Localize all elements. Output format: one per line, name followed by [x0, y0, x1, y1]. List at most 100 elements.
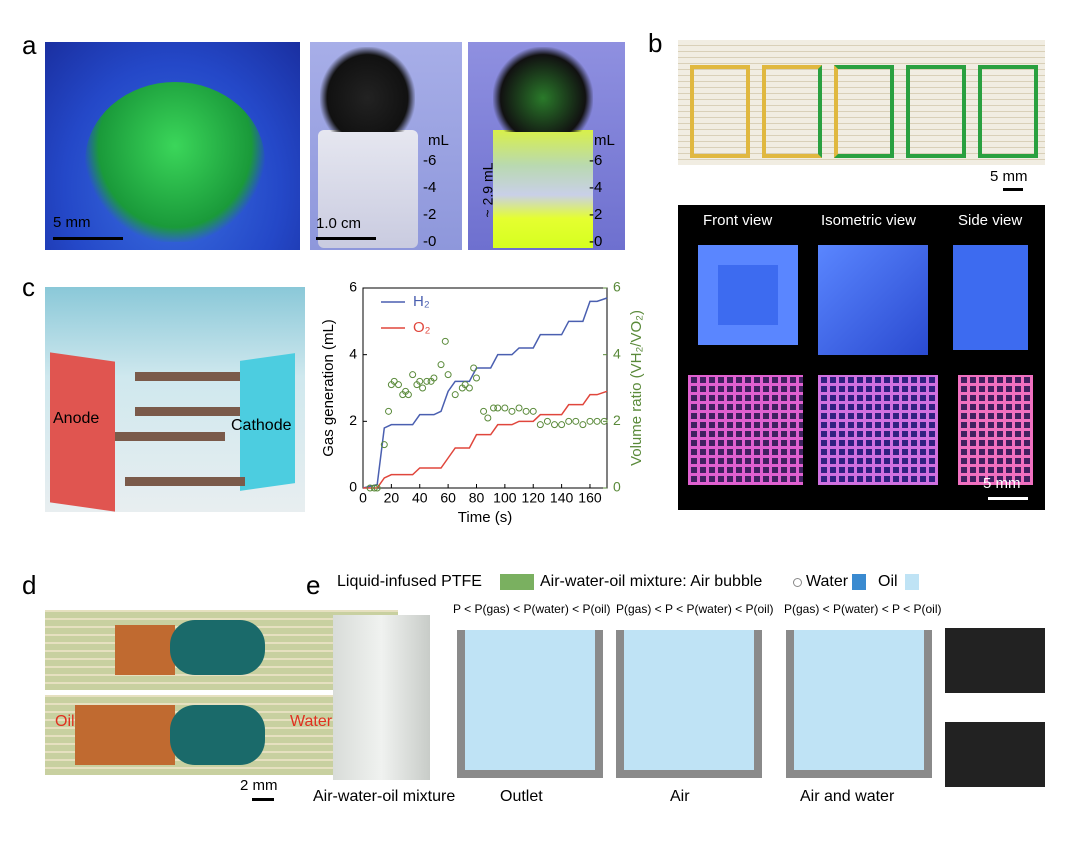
condition: P < P(gas) < P(water) < P(oil): [453, 602, 611, 616]
view-label: Front view: [703, 212, 773, 229]
y2-tick-label: 4: [613, 345, 621, 361]
ratio-point: [441, 337, 449, 345]
mark: -2: [423, 206, 437, 223]
mark: -4: [589, 179, 603, 196]
panel-label: a: [22, 30, 37, 60]
caption: Air and water: [800, 788, 895, 805]
ratio-point: [579, 421, 587, 429]
ratio-point: [494, 404, 502, 412]
photo: [945, 722, 1045, 787]
y-tick-label: 0: [349, 479, 357, 495]
jar: [493, 130, 593, 248]
ratio-point: [515, 404, 523, 412]
ratio-point: [543, 417, 551, 425]
ratio-point: [484, 414, 492, 422]
legend-text: Air-water-oil mixture: Air bubble: [540, 573, 763, 590]
view-label: Isometric view: [821, 212, 917, 229]
panel-label: b: [648, 28, 663, 58]
unit: mL: [428, 132, 449, 149]
electrode-label: Anode: [53, 410, 100, 427]
mark: -6: [423, 152, 437, 169]
legend-label: O₂: [413, 319, 431, 336]
ratio-point: [461, 381, 469, 389]
x-tick-label: 20: [384, 490, 400, 506]
unit: mL: [594, 132, 615, 149]
ratio-point: [551, 421, 559, 429]
caption: Air-water-oil mixture: [313, 788, 456, 805]
y2-tick-label: 0: [613, 479, 621, 495]
ratio-point: [430, 374, 438, 382]
x-tick-label: 140: [550, 490, 574, 506]
scale-text: 5 mm: [990, 168, 1028, 185]
mark: -2: [589, 206, 603, 223]
ratio-point: [572, 417, 580, 425]
ratio-point: [586, 417, 594, 425]
volume-note: ~ 2.9 mL: [479, 162, 496, 218]
ratio-point: [444, 371, 452, 379]
ratio-point: [373, 484, 381, 492]
ratio-point: [409, 371, 417, 379]
ratio-point: [593, 417, 601, 425]
series-line: [363, 390, 608, 489]
jar: [318, 130, 418, 248]
ratio-point: [558, 421, 566, 429]
x-tick-label: 100: [493, 490, 517, 506]
ratio-point: [419, 384, 427, 392]
electrode-label: Cathode: [231, 417, 292, 434]
y2-tick-label: 6: [613, 279, 621, 295]
ratio-point: [370, 484, 378, 492]
plot-frame: [362, 287, 608, 489]
legend-text: Oil: [878, 573, 898, 590]
ratio-point: [423, 377, 431, 385]
ratio-point: [508, 407, 516, 415]
photo: ~ 2.9 mL mL -6 -4 -2 -0: [468, 42, 625, 250]
photo: 5 mm: [45, 42, 300, 250]
x-axis-label: Time (s): [458, 509, 512, 526]
y-tick-label: 6: [349, 279, 357, 295]
ratio-point: [470, 364, 478, 372]
condition: P(gas) < P(water) < P < P(oil): [784, 602, 942, 616]
x-tick-label: 120: [522, 490, 546, 506]
fluid-label: Water: [290, 713, 333, 730]
schematic: [457, 630, 603, 778]
condition: P(gas) < P < P(water) < P(oil): [616, 602, 774, 616]
ratio-point: [451, 391, 459, 399]
panel-label: c: [22, 272, 35, 302]
ratio-point: [536, 421, 544, 429]
ratio-point: [366, 484, 374, 492]
scale-text: 2 mm: [240, 777, 278, 794]
x-tick-label: 160: [578, 490, 602, 506]
photo: [678, 40, 1045, 165]
mark: -0: [423, 233, 437, 250]
x-tick-label: 40: [412, 490, 428, 506]
mark: -4: [423, 179, 437, 196]
ratio-point: [522, 407, 530, 415]
legend-text: Water: [806, 573, 849, 590]
ratio-point: [380, 441, 388, 449]
ratio-point: [416, 377, 424, 385]
ratio-point: [529, 407, 537, 415]
ratio-point: [600, 417, 608, 425]
y-tick-label: 2: [349, 412, 357, 428]
photo: 1.0 cm mL -6 -4 -2 -0: [310, 42, 462, 250]
ratio-point: [465, 384, 473, 392]
ratio-point: [437, 361, 445, 369]
structure: [85, 82, 265, 242]
ratio-point: [390, 377, 398, 385]
fluid-label: Oil: [55, 713, 75, 730]
ratio-point: [472, 374, 480, 382]
series-line: [362, 297, 608, 489]
x-tick-label: 80: [469, 490, 485, 506]
photo: Front view Isometric view Side view 5 mm: [678, 205, 1045, 510]
x-tick-label: 0: [359, 490, 367, 506]
panel-label: d: [22, 570, 37, 600]
scale-text: 5 mm: [983, 475, 1021, 492]
legend-text: Liquid-infused PTFE: [337, 573, 482, 590]
legend-label: H₂: [413, 293, 430, 310]
ratio-point: [394, 381, 402, 389]
caption: Outlet: [500, 788, 543, 805]
y2-axis-label: Volume ratio (VH₂/VO₂): [628, 310, 645, 466]
photo: [945, 628, 1045, 693]
y-tick-label: 4: [349, 345, 357, 361]
